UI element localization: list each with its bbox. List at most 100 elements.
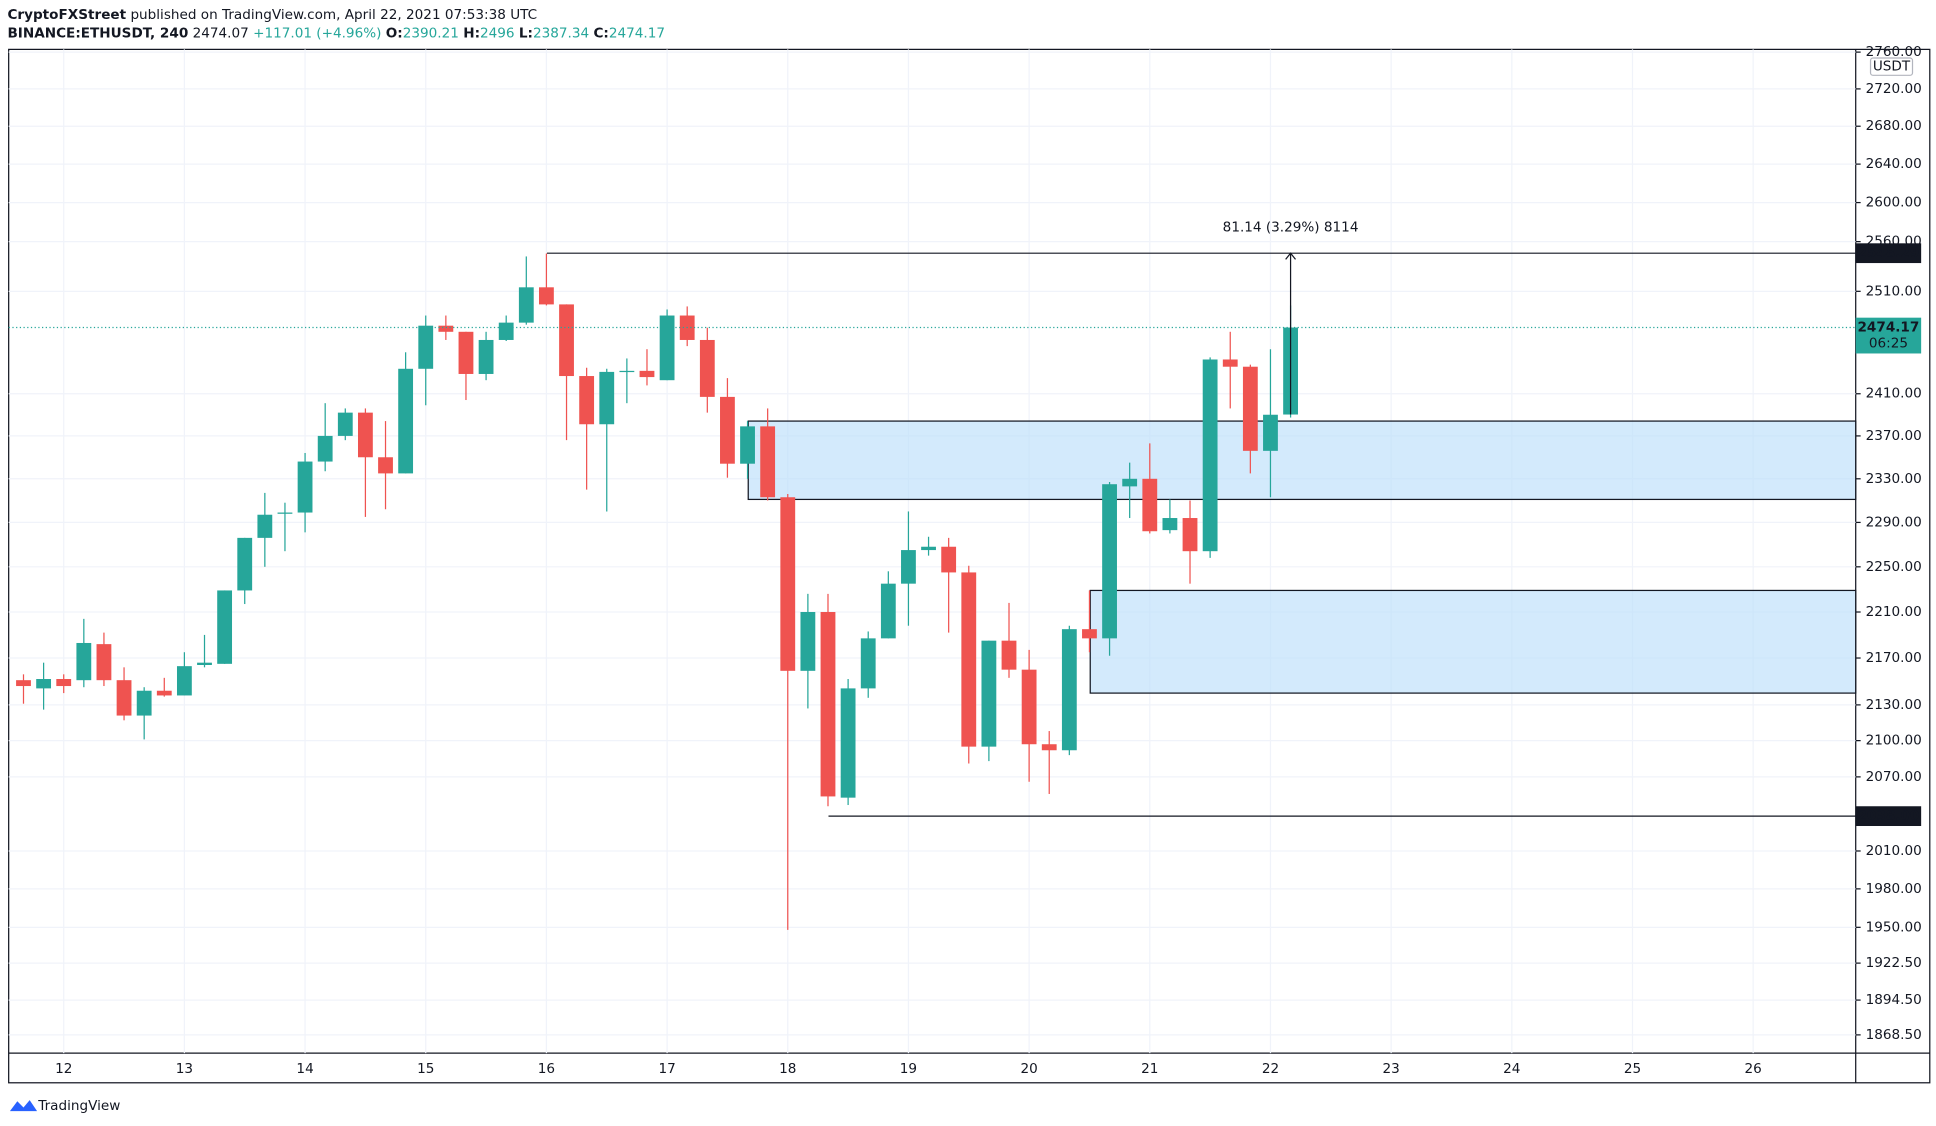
candle-body xyxy=(1082,629,1097,639)
candle-body xyxy=(116,680,132,716)
candle-body xyxy=(518,287,534,323)
x-tick-label: 18 xyxy=(779,1061,796,1077)
candle-body xyxy=(1162,518,1178,531)
candle-body xyxy=(277,512,293,514)
candle-body xyxy=(800,612,816,671)
y-tick-label: 2760.00 xyxy=(1866,44,1922,60)
candle-body xyxy=(478,339,494,374)
zone xyxy=(747,420,1857,501)
o-label: O: xyxy=(386,25,403,41)
candle-body xyxy=(136,690,152,716)
price-tag-label: 2474.17 xyxy=(1858,320,1920,336)
header-line: CryptoFXStreet published on TradingView.… xyxy=(7,7,537,23)
overlay: 2548.29 2038.00 81.14 (3.29%) 8114 2474.170… xyxy=(8,219,1922,827)
candle-body xyxy=(176,666,192,696)
candle-body xyxy=(539,287,554,305)
candle-body xyxy=(699,339,715,397)
x-tick-label: 17 xyxy=(658,1061,675,1077)
open-value: 2390.21 xyxy=(403,25,459,41)
y-tick-label: 2170.00 xyxy=(1866,650,1922,666)
candle-body xyxy=(720,396,735,464)
y-tick-label: 2370.00 xyxy=(1866,428,1922,444)
measure-arrowhead xyxy=(1285,252,1296,260)
candle-body xyxy=(398,368,414,474)
candle-body xyxy=(438,325,454,332)
candles xyxy=(16,253,1298,930)
candle-body xyxy=(1202,359,1218,552)
candle-body xyxy=(941,546,957,573)
axis: 2760.00 2720.00 2680.00 2640.00 2600.00 2560.… xyxy=(55,44,1922,1077)
unit-box xyxy=(1869,57,1914,76)
chart-frame xyxy=(8,48,1931,1084)
close-value: 2474.17 xyxy=(609,25,665,41)
candle-body xyxy=(1182,518,1198,552)
high-value: 2496 xyxy=(480,25,515,41)
grid xyxy=(8,49,1856,1054)
candle-body xyxy=(579,376,595,425)
y-tick-label: 2510.00 xyxy=(1866,283,1922,299)
y-tick-label: 1980.00 xyxy=(1866,881,1922,897)
candle-body xyxy=(1041,744,1057,751)
c-label: C: xyxy=(593,25,608,41)
candle-body xyxy=(16,680,31,687)
header-line: BINANCE:ETHUSDT, 240 2474.07 +117.01 (+4… xyxy=(7,25,665,41)
last-price: 2474.07 xyxy=(193,25,249,41)
candle-body xyxy=(197,662,212,665)
y-tick-label: 2250.00 xyxy=(1866,559,1922,575)
candle-body xyxy=(1001,640,1017,670)
x-tick-label: 16 xyxy=(538,1061,555,1077)
y-tick-label: 2720.00 xyxy=(1866,81,1922,97)
y-tick-label: 2100.00 xyxy=(1866,733,1922,749)
candle-body xyxy=(1142,478,1158,532)
candle-body xyxy=(1021,669,1037,745)
x-tick-label: 25 xyxy=(1624,1061,1641,1077)
logo: TradingView xyxy=(9,1098,120,1114)
x-tick-label: 23 xyxy=(1382,1061,1399,1077)
candle-body xyxy=(76,642,92,681)
candle-body xyxy=(559,304,574,377)
x-tick-label: 13 xyxy=(176,1061,193,1077)
candle-body xyxy=(961,572,977,747)
y-tick-label: 2640.00 xyxy=(1866,156,1922,172)
candle-body xyxy=(317,435,333,462)
candle-body xyxy=(860,638,876,689)
candle-body xyxy=(880,583,896,639)
candle-body xyxy=(760,426,776,498)
candle-body xyxy=(1263,414,1278,451)
countdown-label: 06:25 xyxy=(1869,336,1908,352)
y-tick-label: 1922.50 xyxy=(1866,955,1922,971)
y-tick-label: 1868.50 xyxy=(1866,1027,1922,1043)
candle-body xyxy=(36,679,52,689)
candle-body xyxy=(639,370,655,378)
candle-body xyxy=(498,322,514,340)
candle-body xyxy=(297,461,313,513)
candle-body xyxy=(659,315,675,381)
x-tick-label: 12 xyxy=(55,1061,72,1077)
x-tick-label: 24 xyxy=(1503,1061,1520,1077)
y-tick-label: 2680.00 xyxy=(1866,118,1922,134)
x-tick-label: 22 xyxy=(1262,1061,1279,1077)
candle-body xyxy=(981,640,997,747)
candle-body xyxy=(217,590,233,664)
candle-body xyxy=(840,688,856,798)
x-tick-label: 19 xyxy=(900,1061,917,1077)
zones xyxy=(747,420,1857,694)
candle-body xyxy=(901,550,916,584)
candle-body xyxy=(378,457,393,474)
y-tick-label: 1894.50 xyxy=(1866,992,1922,1008)
y-tick-label: 2210.00 xyxy=(1866,604,1922,620)
candle-body xyxy=(418,325,434,369)
level-tag-label: 2548.29 xyxy=(1858,245,1920,261)
level-tag xyxy=(1855,243,1922,264)
y-tick-label: 1950.00 xyxy=(1866,919,1922,935)
measure-label: 81.14 (3.29%) 8114 xyxy=(1223,219,1359,235)
x-tick-label: 26 xyxy=(1745,1061,1762,1077)
candle-body xyxy=(96,644,112,681)
candle-body xyxy=(257,514,273,538)
candle-body xyxy=(357,412,373,458)
candle-body xyxy=(599,371,615,425)
x-tick-label: 21 xyxy=(1141,1061,1158,1077)
h-label: H: xyxy=(463,25,480,41)
y-tick-label: 2600.00 xyxy=(1866,195,1922,211)
